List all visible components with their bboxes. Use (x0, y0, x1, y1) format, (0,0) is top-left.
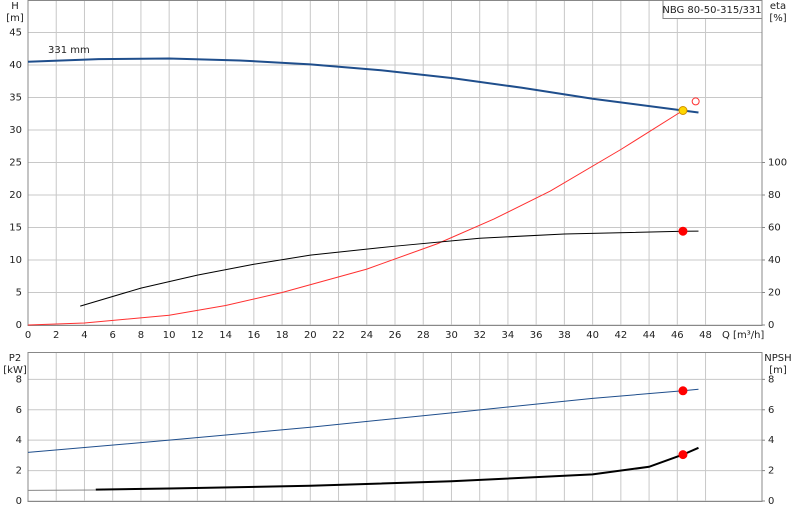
curve (27, 110, 684, 326)
x-tick-label: 28 (417, 330, 430, 341)
y-tick-label: 15 (9, 223, 22, 234)
curve (27, 57, 699, 114)
y2-axis-label: eta (770, 1, 786, 12)
x-tick-label: 12 (191, 330, 204, 341)
curve (95, 446, 699, 491)
x-tick-label: 40 (586, 330, 599, 341)
y-tick-label: 20 (9, 190, 22, 201)
x-tick-label: 48 (699, 330, 712, 341)
x-tick-label: 26 (389, 330, 402, 341)
y2-tick-label: 2 (768, 466, 774, 477)
y2-tick-label: 4 (768, 435, 774, 446)
x-tick-label: 22 (332, 330, 345, 341)
y-tick-label: 2 (16, 466, 22, 477)
curve (27, 388, 699, 453)
curve-label: 331 mm (48, 45, 90, 56)
plot-frame (27, 0, 763, 326)
x-tick-label: 32 (473, 330, 486, 341)
x-tick-label: 42 (614, 330, 627, 341)
duty-point (678, 450, 688, 460)
y-tick-label: 30 (9, 125, 22, 136)
y-axis-label: P2 (9, 353, 21, 364)
x-tick-label: 20 (304, 330, 317, 341)
curve (80, 230, 699, 307)
y-axis-label: H (11, 1, 19, 12)
x-tick-label: 30 (445, 330, 458, 341)
x-tick-label: 2 (53, 330, 59, 341)
x-tick-label: 14 (219, 330, 232, 341)
x-tick-label: 18 (276, 330, 289, 341)
y2-tick-label: 8 (768, 374, 774, 385)
plot-frame (27, 352, 763, 502)
y2-tick-label: 60 (768, 223, 781, 234)
y-tick-label: 0 (16, 496, 22, 507)
y2-tick-label: 0 (768, 496, 774, 507)
y2-axis-unit: [m] (769, 365, 787, 376)
x-axis-label: Q [m³/h] (722, 330, 764, 341)
x-tick-label: 6 (110, 330, 116, 341)
x-tick-label: 36 (530, 330, 543, 341)
y-tick-label: 45 (9, 28, 22, 39)
y-tick-label: 10 (9, 255, 22, 266)
y-tick-label: 6 (16, 405, 22, 416)
x-tick-label: 24 (360, 330, 373, 341)
y2-tick-label: 80 (768, 190, 781, 201)
x-tick-label: 4 (81, 330, 87, 341)
y2-tick-label: 40 (768, 255, 781, 266)
y-tick-label: 0 (16, 320, 22, 331)
y-tick-label: 35 (9, 93, 22, 104)
title-box (662, 0, 763, 19)
x-tick-label: 0 (25, 330, 31, 341)
x-tick-label: 38 (558, 330, 571, 341)
y2-axis-label: NPSH (764, 353, 791, 364)
duty-point (678, 226, 688, 236)
x-tick-label: 44 (643, 330, 656, 341)
y-tick-label: 5 (16, 288, 22, 299)
y2-tick-label: 0 (768, 320, 774, 331)
x-tick-label: 8 (138, 330, 144, 341)
x-tick-label: 34 (502, 330, 515, 341)
x-tick-label: 10 (163, 330, 176, 341)
duty-point (691, 97, 700, 106)
duty-point (678, 106, 688, 115)
y-axis-unit: [m] (6, 13, 24, 24)
x-tick-label: 46 (671, 330, 684, 341)
y-tick-label: 40 (9, 60, 22, 71)
y-tick-label: 4 (16, 435, 22, 446)
chart-title: NBG 80-50-315/331 (662, 5, 761, 16)
y2-tick-label: 6 (768, 405, 774, 416)
y-axis-unit: [kW] (3, 365, 27, 376)
x-tick-label: 16 (247, 330, 260, 341)
y2-tick-label: 100 (768, 158, 787, 169)
y-tick-label: 25 (9, 158, 22, 169)
y2-tick-label: 20 (768, 288, 781, 299)
y-tick-label: 8 (16, 374, 22, 385)
y2-axis-unit: [%] (769, 13, 786, 24)
duty-point (678, 386, 688, 396)
